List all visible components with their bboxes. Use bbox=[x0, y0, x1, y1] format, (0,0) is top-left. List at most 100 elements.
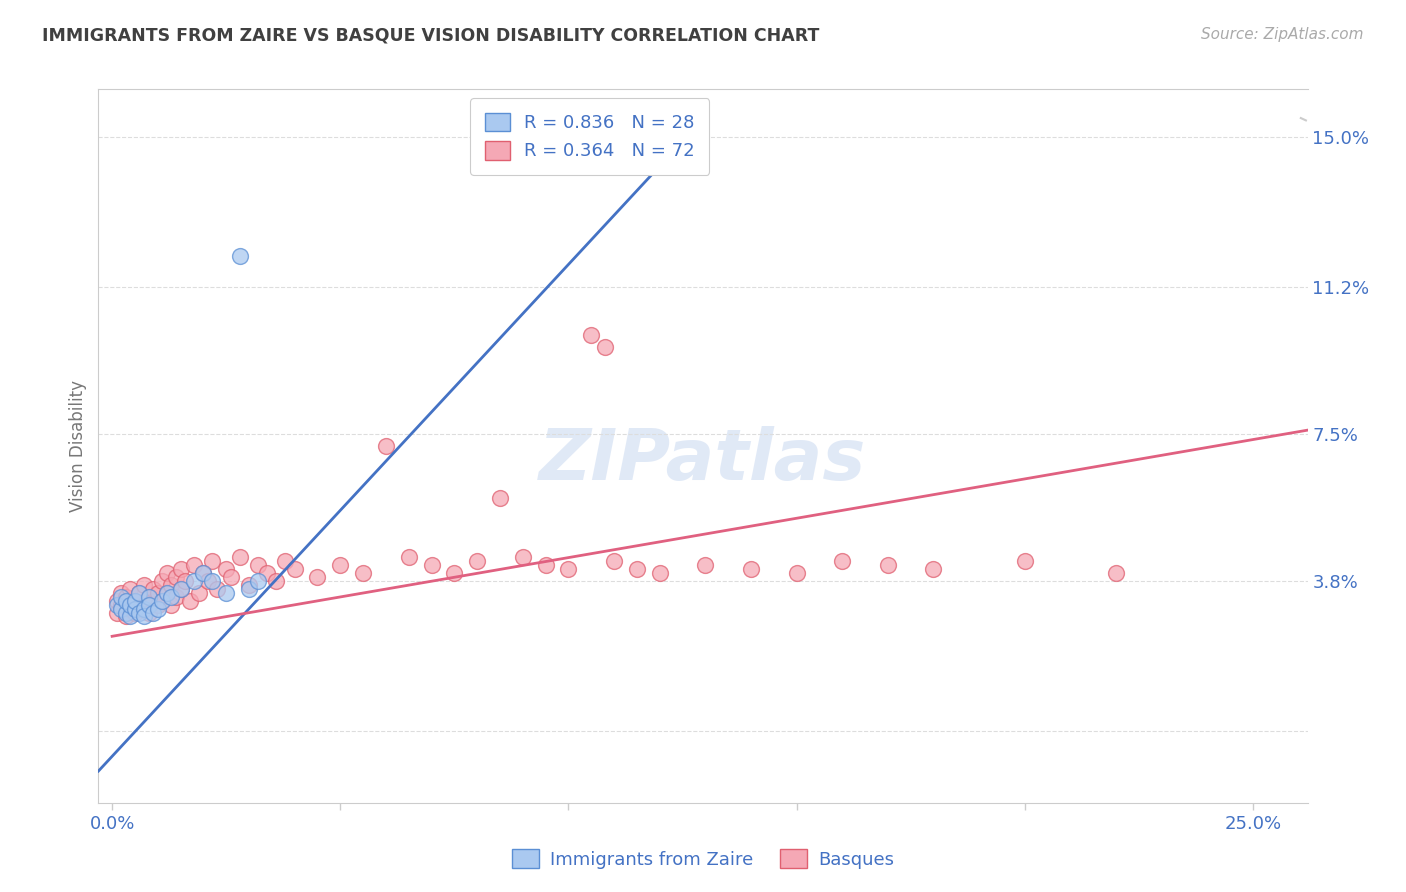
Point bbox=[256, 566, 278, 580]
Point bbox=[165, 570, 187, 584]
Point bbox=[160, 598, 183, 612]
Point bbox=[398, 549, 420, 564]
Point bbox=[114, 593, 136, 607]
Point bbox=[284, 562, 307, 576]
Point bbox=[420, 558, 443, 572]
Text: ZIPatlas: ZIPatlas bbox=[540, 425, 866, 495]
Point bbox=[443, 566, 465, 580]
Point bbox=[132, 601, 155, 615]
Y-axis label: Vision Disability: Vision Disability bbox=[69, 380, 87, 512]
Point bbox=[215, 585, 238, 599]
Point bbox=[593, 340, 616, 354]
Point bbox=[138, 590, 160, 604]
Point bbox=[183, 558, 205, 572]
Point bbox=[179, 593, 201, 607]
Point bbox=[512, 549, 534, 564]
Point bbox=[183, 574, 205, 588]
Point bbox=[247, 558, 270, 572]
Point bbox=[124, 593, 146, 607]
Point bbox=[132, 578, 155, 592]
Point bbox=[156, 566, 179, 580]
Point bbox=[169, 582, 191, 596]
Point bbox=[329, 558, 352, 572]
Point bbox=[110, 585, 132, 599]
Point bbox=[201, 554, 224, 568]
Point bbox=[205, 582, 228, 596]
Point bbox=[169, 582, 191, 596]
Point bbox=[1014, 554, 1036, 568]
Point bbox=[169, 562, 191, 576]
Point bbox=[465, 554, 488, 568]
Point bbox=[740, 562, 762, 576]
Point bbox=[160, 578, 183, 592]
Legend: Immigrants from Zaire, Basques: Immigrants from Zaire, Basques bbox=[505, 842, 901, 876]
Point bbox=[831, 554, 853, 568]
Point bbox=[120, 598, 142, 612]
Point bbox=[626, 562, 648, 576]
Text: IMMIGRANTS FROM ZAIRE VS BASQUE VISION DISABILITY CORRELATION CHART: IMMIGRANTS FROM ZAIRE VS BASQUE VISION D… bbox=[42, 27, 820, 45]
Point bbox=[695, 558, 717, 572]
Point bbox=[150, 593, 173, 607]
Point bbox=[238, 582, 260, 596]
Point bbox=[120, 601, 142, 615]
Point bbox=[266, 574, 288, 588]
Point bbox=[114, 590, 136, 604]
Point bbox=[150, 574, 173, 588]
Point bbox=[165, 590, 187, 604]
Point bbox=[110, 601, 132, 615]
Point bbox=[922, 562, 945, 576]
Point bbox=[146, 598, 169, 612]
Point bbox=[128, 601, 150, 615]
Point bbox=[229, 249, 252, 263]
Point bbox=[128, 585, 150, 599]
Text: Source: ZipAtlas.com: Source: ZipAtlas.com bbox=[1201, 27, 1364, 42]
Point bbox=[110, 590, 132, 604]
Point bbox=[557, 562, 579, 576]
Point bbox=[374, 439, 396, 453]
Point bbox=[876, 558, 898, 572]
Point bbox=[219, 570, 242, 584]
Point bbox=[124, 606, 146, 620]
Point bbox=[128, 585, 150, 599]
Point bbox=[138, 606, 160, 620]
Point bbox=[187, 585, 209, 599]
Point bbox=[193, 566, 215, 580]
Point bbox=[150, 593, 173, 607]
Point bbox=[105, 598, 128, 612]
Point bbox=[146, 585, 169, 599]
Point bbox=[132, 598, 155, 612]
Point bbox=[201, 574, 224, 588]
Point bbox=[193, 566, 215, 580]
Point bbox=[138, 590, 160, 604]
Point bbox=[120, 609, 142, 624]
Point bbox=[648, 566, 671, 580]
Point bbox=[1105, 566, 1128, 580]
Point bbox=[110, 598, 132, 612]
Legend: R = 0.836   N = 28, R = 0.364   N = 72: R = 0.836 N = 28, R = 0.364 N = 72 bbox=[470, 98, 710, 175]
Point bbox=[128, 606, 150, 620]
Point bbox=[307, 570, 329, 584]
Point bbox=[114, 609, 136, 624]
Point bbox=[238, 578, 260, 592]
Point bbox=[132, 609, 155, 624]
Point bbox=[603, 554, 626, 568]
Point bbox=[120, 582, 142, 596]
Point bbox=[124, 601, 146, 615]
Point bbox=[105, 606, 128, 620]
Point bbox=[215, 562, 238, 576]
Point bbox=[142, 582, 165, 596]
Point bbox=[534, 558, 557, 572]
Point bbox=[146, 601, 169, 615]
Point bbox=[786, 566, 808, 580]
Point bbox=[160, 590, 183, 604]
Point bbox=[142, 593, 165, 607]
Point bbox=[274, 554, 297, 568]
Point bbox=[174, 574, 197, 588]
Point bbox=[124, 593, 146, 607]
Point bbox=[138, 598, 160, 612]
Point bbox=[352, 566, 374, 580]
Point bbox=[114, 606, 136, 620]
Point bbox=[229, 549, 252, 564]
Point bbox=[247, 574, 270, 588]
Point bbox=[156, 585, 179, 599]
